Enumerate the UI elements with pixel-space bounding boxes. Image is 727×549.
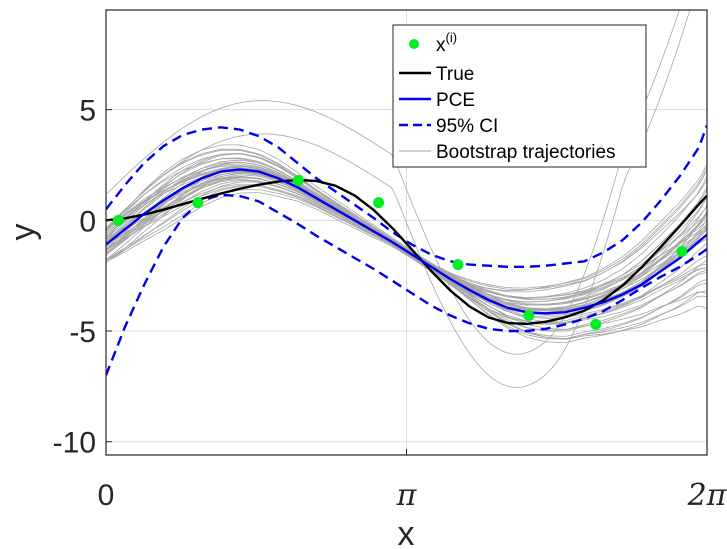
- ci-upper-line: [106, 124, 707, 268]
- sample-point: [192, 197, 204, 209]
- series-lines: [106, 124, 707, 376]
- y-axis-label: y: [4, 224, 42, 241]
- bootstrap-trajectory: [106, 10, 691, 388]
- bootstrap-trajectory: [106, 165, 707, 289]
- x-tick-label: 0: [98, 479, 115, 512]
- ci-lower-line: [106, 193, 707, 376]
- sample-point: [373, 197, 385, 209]
- sample-point: [590, 318, 602, 330]
- legend-box: [392, 24, 647, 168]
- x-tick-label: π: [396, 478, 418, 513]
- x-axis-label: x: [398, 515, 415, 549]
- y-tick-label: -5: [69, 316, 96, 349]
- sample-point: [452, 259, 464, 271]
- sample-point: [112, 214, 124, 226]
- legend: x(i) True PCE 95% CI Bootstrap trajector…: [392, 24, 647, 168]
- sample-point: [292, 174, 304, 186]
- y-tick-label: 0: [79, 205, 96, 238]
- bootstrap-trajectory: [106, 167, 707, 344]
- x-tick-label: 2π: [687, 478, 727, 513]
- bootstrap-trajectory: [106, 10, 680, 355]
- bootstrap-trajectory: [106, 181, 707, 331]
- legend-pce-label: PCE: [436, 90, 475, 111]
- legend-true-label: True: [436, 64, 474, 85]
- axis-ticks: 0 π 2π 5 0 -5 -10: [53, 95, 727, 513]
- sample-point: [676, 245, 688, 257]
- legend-bootstrap-label: Bootstrap trajectories: [436, 142, 616, 163]
- sample-points: [112, 174, 688, 330]
- legend-sample-marker: [409, 39, 419, 49]
- y-tick-label: 5: [79, 95, 96, 128]
- bootstrap-trajectory: [106, 161, 707, 306]
- sample-point: [523, 310, 535, 322]
- true-function-line: [106, 178, 707, 326]
- legend-sample-label: x(i): [436, 30, 457, 56]
- y-tick-label: -10: [53, 427, 96, 460]
- pce-line: [106, 168, 707, 315]
- legend-ci-label: 95% CI: [436, 116, 498, 137]
